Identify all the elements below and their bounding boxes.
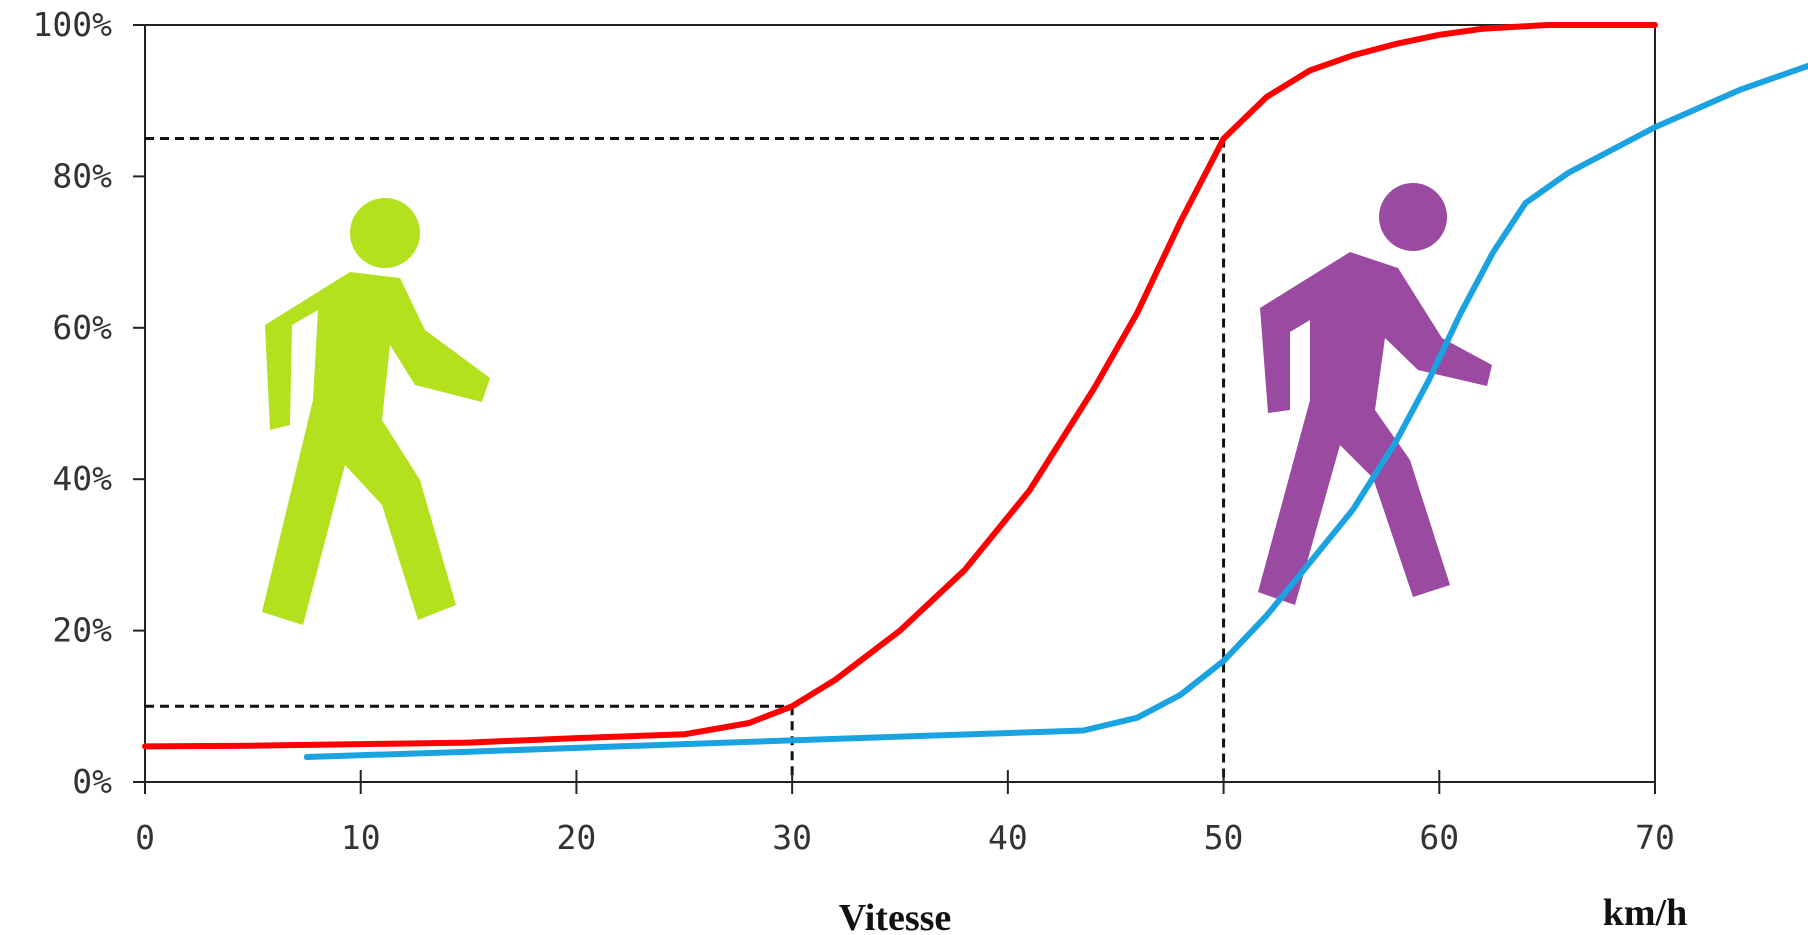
x-axis-unit: km/h: [1603, 892, 1687, 934]
reference-lines: [145, 137, 1226, 782]
pedestrian-icon-purple: [1258, 183, 1492, 605]
plot-area: [144, 24, 1656, 783]
x-tick-label: 10: [341, 818, 381, 857]
x-tick-label: 30: [772, 818, 812, 857]
x-tick-label: 20: [557, 818, 597, 857]
series-line-1: [303, 62, 1808, 760]
y-tick-label: 0%: [72, 762, 112, 801]
series-layer: [142, 22, 1808, 760]
x-tick-label: 40: [988, 818, 1028, 857]
x-tick-label: 60: [1419, 818, 1459, 857]
series-line-0: [142, 22, 1658, 750]
y-axis: 0% 20% 40% 60% 80% 100%: [33, 5, 145, 801]
y-tick-label: 60%: [52, 308, 112, 347]
y-tick-label: 100%: [33, 5, 113, 44]
pedestrian-icon-green: [262, 198, 490, 625]
x-axis: 0 10 20 30 40 50 60 70: [135, 770, 1675, 857]
x-axis-title: Vitesse: [839, 897, 952, 935]
x-tick-label: 50: [1204, 818, 1244, 857]
x-tick-label: 70: [1635, 818, 1675, 857]
y-tick-label: 20%: [52, 611, 112, 650]
y-tick-label: 80%: [52, 156, 112, 195]
y-tick-label: 40%: [52, 459, 112, 498]
x-tick-label: 0: [135, 818, 155, 857]
